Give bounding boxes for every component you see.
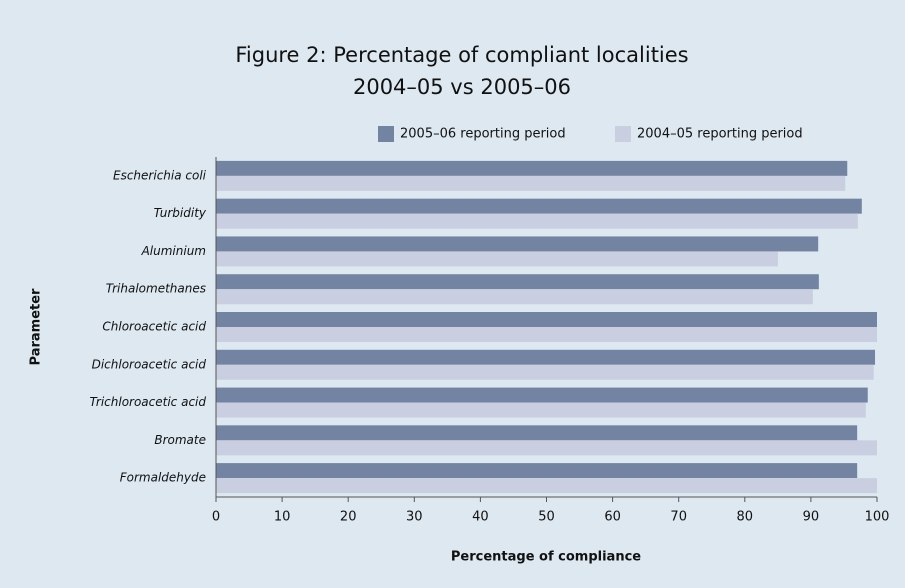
y-tick-label: Trichloroacetic acid	[89, 395, 206, 409]
chart-subtitle: 2004–05 vs 2005–06	[353, 75, 571, 99]
bar	[216, 175, 846, 191]
y-tick-label: Trihalomethanes	[106, 282, 206, 296]
bar	[216, 364, 874, 380]
bar	[216, 440, 877, 456]
bar	[216, 213, 858, 229]
bar	[216, 289, 813, 305]
bar	[216, 387, 868, 403]
y-tick-label: Chloroacetic acid	[102, 320, 206, 334]
legend-label: 2005–06 reporting period	[400, 127, 566, 142]
bar	[216, 425, 858, 441]
x-tick-label: 90	[803, 510, 820, 525]
y-tick-label: Bromate	[154, 433, 206, 447]
y-tick-label: Aluminium	[141, 244, 206, 258]
chart-title: Figure 2: Percentage of compliant locali…	[235, 43, 688, 67]
x-tick-label: 50	[538, 510, 555, 525]
x-tick-label: 20	[340, 510, 357, 525]
x-axis-title: Percentage of compliance	[451, 550, 641, 565]
x-tick-label: 80	[737, 510, 754, 525]
y-tick-label: Formaldehyde	[120, 471, 206, 485]
x-tick-label: 100	[865, 510, 890, 525]
x-tick-label: 0	[212, 510, 220, 525]
bar	[216, 463, 858, 479]
legend-label: 2004–05 reporting period	[637, 127, 803, 142]
x-tick-label: 60	[604, 510, 621, 525]
bar	[216, 198, 862, 214]
legend-swatch	[378, 126, 394, 142]
x-tick-label: 10	[274, 510, 291, 525]
x-tick-label: 70	[670, 510, 687, 525]
bar	[216, 236, 819, 252]
bar	[216, 160, 848, 176]
legend-swatch	[615, 126, 631, 142]
bar	[216, 274, 819, 290]
y-axis-title: Parameter	[29, 288, 44, 366]
bar	[216, 402, 866, 418]
y-tick-label: Escherichia coli	[113, 168, 207, 182]
bar	[216, 251, 778, 267]
x-tick-label: 30	[406, 510, 423, 525]
bar	[216, 349, 876, 365]
bar	[216, 312, 877, 327]
bar	[216, 327, 877, 342]
y-tick-label: Turbidity	[154, 206, 207, 220]
y-tick-label: Dichloroacetic acid	[92, 357, 207, 371]
x-tick-label: 40	[472, 510, 489, 525]
bar	[216, 478, 877, 494]
